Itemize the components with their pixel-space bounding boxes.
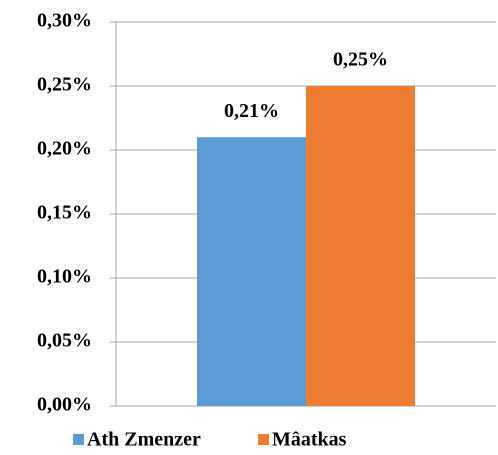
y-tick-label: 0,05% <box>37 330 92 352</box>
y-tick-label: 0,25% <box>37 74 92 96</box>
y-tick-label: 0,30% <box>37 10 92 32</box>
data-label: 0,21% <box>224 100 279 122</box>
bar <box>306 86 415 406</box>
legend-swatch <box>73 434 84 445</box>
legend-label: Mâatkas <box>272 429 347 451</box>
legend-swatch <box>258 434 269 445</box>
y-tick-label: 0,10% <box>37 266 92 288</box>
legend-label: Ath Zmenzer <box>87 429 201 451</box>
bar <box>197 137 306 406</box>
y-tick-label: 0,00% <box>37 394 92 416</box>
y-tick-label: 0,15% <box>37 202 92 224</box>
y-tick-label: 0,20% <box>37 138 92 160</box>
data-label: 0,25% <box>333 49 388 71</box>
